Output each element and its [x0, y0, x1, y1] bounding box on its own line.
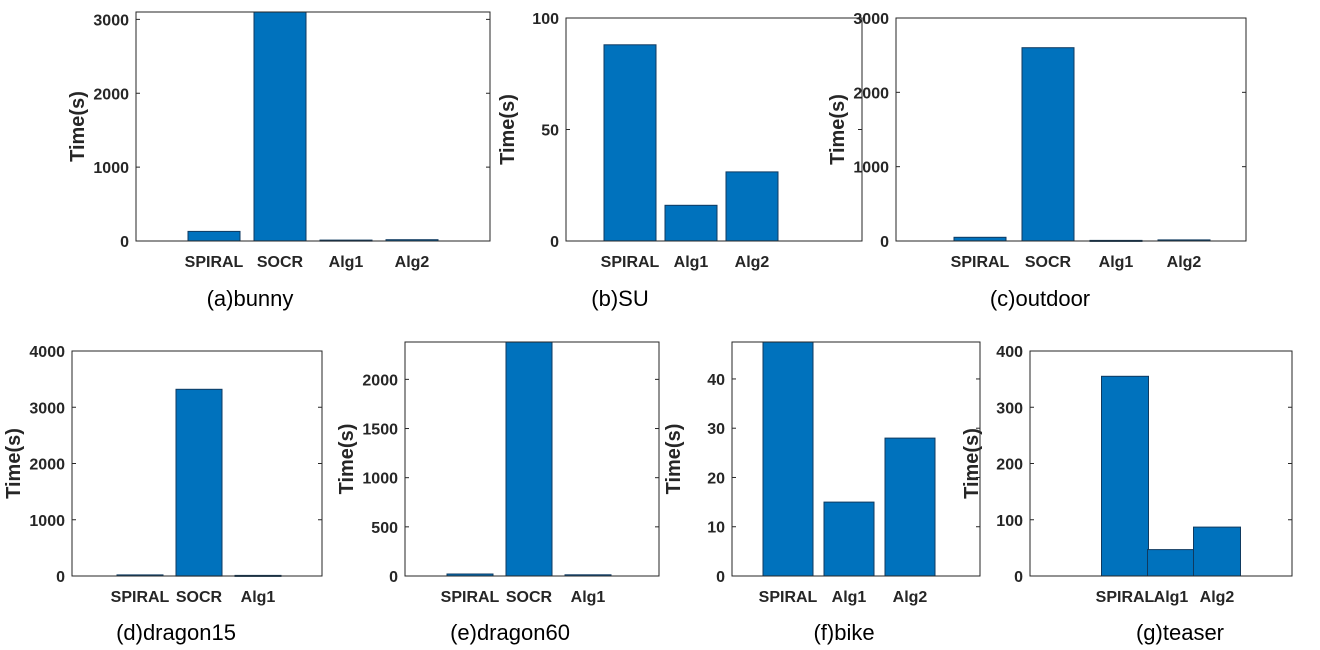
x-tick-label: SOCR — [1025, 254, 1072, 271]
bar-alg2 — [884, 437, 936, 577]
axes-frame — [404, 341, 660, 577]
x-tick-label: Alg2 — [1200, 589, 1235, 606]
chart-panel-6: 0 10 20 30 40 SPIRAL Alg1 Alg2 Time(s) (f)bike — [663, 341, 981, 645]
x-tick-label: SOCR — [257, 254, 304, 271]
bar-alg2 — [1193, 526, 1241, 577]
panel-caption: (b)SU — [591, 286, 648, 311]
y-tick-label: 20 — [707, 470, 725, 487]
y-tick-label: 0 — [550, 234, 559, 251]
y-tick-label: 500 — [371, 520, 398, 537]
y-tick-label: 100 — [532, 11, 559, 28]
chart-panel-1: 0 1000 2000 3000 SPIRAL SOCR Alg1 Alg2 Time(s) (a… — [67, 11, 491, 311]
y-tick-label: 3000 — [29, 400, 65, 417]
bar-spiral — [762, 341, 814, 577]
y-tick-label: 0 — [716, 569, 725, 586]
bar-socr — [1021, 47, 1075, 242]
bar-spiral — [953, 236, 1007, 242]
x-tick-label: Alg2 — [893, 589, 928, 606]
y-tick-label: 3000 — [853, 11, 889, 28]
y-tick-label: 300 — [996, 400, 1023, 417]
bar-spiral — [603, 44, 657, 242]
bar-alg1 — [1147, 549, 1195, 577]
y-tick-label: 3000 — [93, 12, 129, 29]
chart-panel-5: 0 500 1000 1500 2000 SPIRAL SOCR Alg1 Time(s) (e)… — [336, 341, 660, 645]
y-tick-label: 40 — [707, 372, 725, 389]
y-axis-label: Time(s) — [663, 424, 685, 495]
x-tick-label: Alg1 — [241, 589, 276, 606]
y-axis-label: Time(s) — [961, 428, 983, 499]
panel-caption: (d)dragon15 — [116, 620, 236, 645]
chart-panel-3: 0 1000 2000 3000 SPIRAL SOCR Alg1 Alg2 Time(s) (c… — [827, 11, 1247, 311]
x-tick-label: SOCR — [506, 589, 553, 606]
x-tick-label: Alg2 — [395, 254, 430, 271]
bar-spiral — [1101, 375, 1149, 577]
x-tick-label: SPIRAL — [951, 254, 1010, 271]
x-tick-label: Alg2 — [1167, 254, 1202, 271]
y-tick-label: 200 — [996, 457, 1023, 474]
axes-frame — [135, 11, 491, 242]
y-tick-label: 30 — [707, 421, 725, 438]
x-tick-label: Alg1 — [832, 589, 867, 606]
x-tick-label: SPIRAL — [111, 589, 170, 606]
y-tick-label: 10 — [707, 520, 725, 537]
chart-panel-2: 0 50 100 SPIRAL Alg1 Alg2 Time(s) (b)SU — [497, 11, 863, 311]
chart-panel-4: 0 1000 2000 3000 4000 SPIRAL SOCR Alg1 Time(s) (d… — [3, 344, 323, 645]
chart-panel-7: 0 100 200 300 400 SPIRAL Alg1 Alg2 Time(s) (g)tea… — [961, 344, 1293, 645]
bar-alg1 — [664, 204, 718, 242]
x-tick-label: SPIRAL — [441, 589, 500, 606]
y-tick-label: 1000 — [93, 160, 129, 177]
panel-caption: (c)outdoor — [990, 286, 1090, 311]
y-tick-label: 0 — [120, 234, 129, 251]
x-tick-label: Alg1 — [1154, 589, 1189, 606]
x-tick-label: Alg1 — [1099, 254, 1134, 271]
bar-socr — [175, 388, 223, 577]
bar-socr — [505, 341, 553, 577]
x-tick-label: Alg2 — [735, 254, 770, 271]
x-tick-label: SPIRAL — [759, 589, 818, 606]
panel-caption: (f)bike — [813, 620, 874, 645]
y-axis-label: Time(s) — [827, 94, 849, 165]
y-tick-label: 1000 — [29, 513, 65, 530]
y-tick-label: 0 — [1014, 569, 1023, 586]
panel-caption: (e)dragon60 — [450, 620, 570, 645]
y-tick-label: 0 — [56, 569, 65, 586]
y-tick-label: 2000 — [29, 457, 65, 474]
x-tick-label: Alg1 — [571, 589, 606, 606]
y-tick-label: 0 — [880, 234, 889, 251]
bar-alg1 — [823, 501, 875, 577]
y-tick-label: 1000 — [853, 160, 889, 177]
y-tick-label: 2000 — [362, 372, 398, 389]
bar-alg2 — [725, 171, 779, 242]
axes-frame — [731, 341, 981, 577]
bar-socr — [253, 11, 307, 242]
y-tick-label: 2000 — [93, 86, 129, 103]
panel-caption: (g)teaser — [1136, 620, 1224, 645]
x-tick-label: SPIRAL — [185, 254, 244, 271]
x-tick-label: Alg1 — [329, 254, 364, 271]
x-tick-label: Alg1 — [674, 254, 709, 271]
y-axis-label: Time(s) — [497, 94, 519, 165]
y-axis-label: Time(s) — [67, 91, 89, 162]
y-tick-label: 1500 — [362, 422, 398, 439]
x-tick-label: SPIRAL — [1096, 589, 1155, 606]
y-axis-label: Time(s) — [3, 428, 25, 499]
axes-frame — [1029, 350, 1293, 577]
axes-frame — [895, 17, 1247, 242]
y-tick-label: 1000 — [362, 471, 398, 488]
y-tick-label: 100 — [996, 513, 1023, 530]
y-tick-label: 400 — [996, 344, 1023, 361]
panel-caption: (a)bunny — [207, 286, 294, 311]
x-tick-label: SOCR — [176, 589, 223, 606]
bar-spiral — [187, 230, 241, 242]
y-tick-label: 2000 — [853, 85, 889, 102]
y-tick-label: 4000 — [29, 344, 65, 361]
y-axis-label: Time(s) — [336, 424, 358, 495]
y-tick-label: 0 — [389, 569, 398, 586]
y-tick-label: 50 — [541, 123, 559, 140]
x-tick-label: SPIRAL — [601, 254, 660, 271]
